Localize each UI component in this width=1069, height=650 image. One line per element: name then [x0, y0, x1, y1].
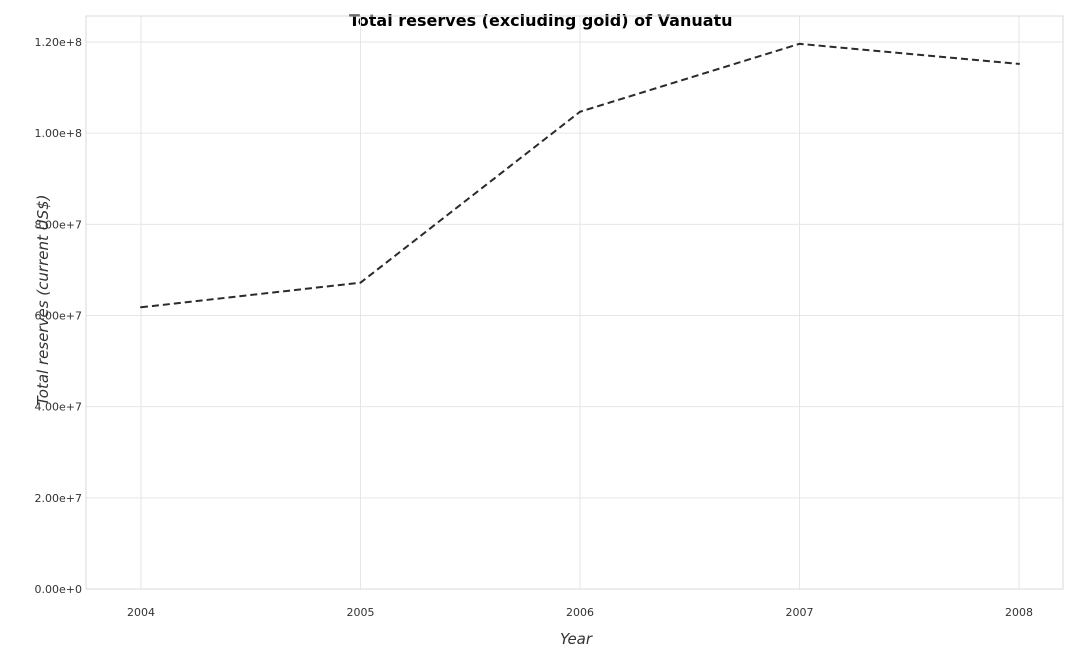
x-tick-label: 2006 — [566, 606, 594, 619]
chart-title: Total reserves (excluding gold) of Vanua… — [349, 11, 733, 30]
x-tick-label: 2007 — [786, 606, 814, 619]
y-tick-label: 4.00e+7 — [35, 401, 82, 414]
x-tick-label: 2008 — [1005, 606, 1033, 619]
y-tick-label: 1.20e+8 — [35, 36, 82, 49]
data-point — [579, 110, 581, 113]
grid — [86, 16, 1063, 590]
y-tick-label: 0.00e+0 — [35, 583, 82, 596]
y-tick-label: 6.00e+7 — [35, 310, 82, 323]
x-axis: 2004 2005 2006 2007 2008 — [127, 606, 1033, 619]
x-tick-label: 2004 — [127, 606, 155, 619]
y-axis: 0.00e+0 2.00e+7 4.00e+7 6.00e+7 8.00e+7 1.00e… — [35, 36, 82, 596]
data-point — [359, 281, 362, 284]
y-tick-label: 2.00e+7 — [35, 492, 82, 505]
data-point — [798, 42, 801, 45]
y-tick-label: 1.00e+8 — [35, 127, 82, 140]
x-tick-label: 2005 — [347, 606, 375, 619]
plot-frame — [85, 15, 1064, 590]
x-axis-label: Year — [560, 630, 593, 648]
y-axis-label: Total reserves (current US$) — [34, 194, 52, 405]
y-tick-label: 8.00e+7 — [35, 218, 82, 231]
data-point — [1018, 62, 1020, 65]
data-point — [140, 306, 142, 309]
